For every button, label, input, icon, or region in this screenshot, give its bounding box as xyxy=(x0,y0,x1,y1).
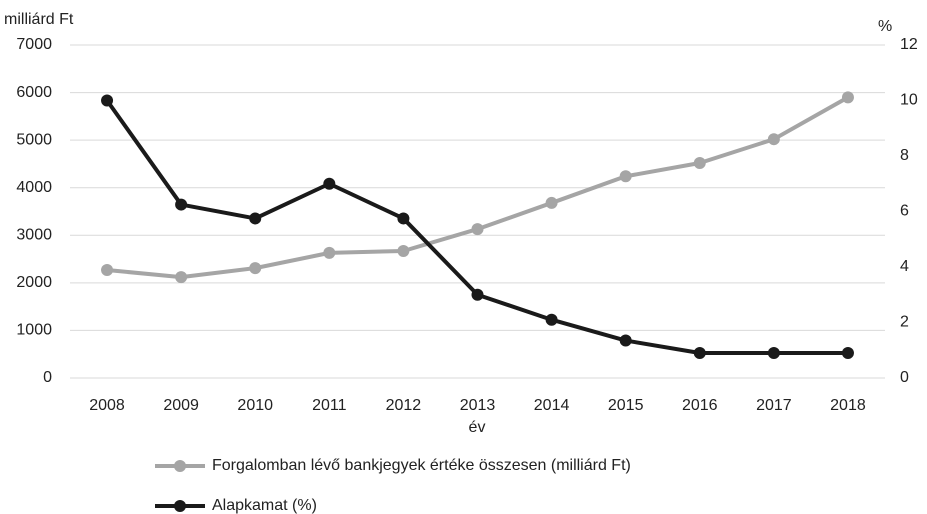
y-tick-label: 6000 xyxy=(16,84,52,101)
y2-tick-label: 12 xyxy=(900,36,918,53)
y-axis-label: milliárd Ft xyxy=(4,11,74,28)
y-tick-label: 4000 xyxy=(16,179,52,196)
y2-tick-label: 4 xyxy=(900,258,909,275)
x-tick-label: 2013 xyxy=(460,397,496,414)
y-tick-label: 2000 xyxy=(16,274,52,291)
x-tick-label: 2010 xyxy=(237,397,273,414)
point xyxy=(323,246,336,259)
x-tick-label: 2015 xyxy=(608,397,644,414)
point xyxy=(693,347,706,360)
point xyxy=(767,347,780,360)
y2-tick-label: 6 xyxy=(900,203,909,220)
x-tick-label: 2011 xyxy=(312,397,347,414)
x-axis-label: év xyxy=(469,419,486,436)
y-tick-label: 7000 xyxy=(16,36,52,53)
y-tick-label: 5000 xyxy=(16,131,52,148)
y-tick-label: 3000 xyxy=(16,227,52,244)
x-tick-label: 2018 xyxy=(830,397,866,414)
y2-tick-label: 2 xyxy=(900,314,909,331)
y2-tick-label: 10 xyxy=(900,92,918,109)
point xyxy=(175,198,188,211)
point xyxy=(693,156,706,169)
point xyxy=(101,264,114,277)
point xyxy=(545,196,558,209)
point xyxy=(397,212,410,225)
point xyxy=(619,170,632,183)
point xyxy=(323,177,336,190)
point xyxy=(841,91,854,104)
x-tick-label: 2012 xyxy=(386,397,422,414)
point xyxy=(397,244,410,257)
point xyxy=(841,347,854,360)
y2-axis-label: % xyxy=(878,18,892,35)
point xyxy=(767,133,780,146)
y2-tick-label: 8 xyxy=(900,147,909,164)
point xyxy=(545,313,558,326)
x-tick-label: 2017 xyxy=(756,397,792,414)
legend-label: Alapkamat (%) xyxy=(212,497,317,514)
point xyxy=(175,271,188,284)
y2-tick-label: 0 xyxy=(900,369,909,386)
x-tick-label: 2016 xyxy=(682,397,718,414)
legend-label: Forgalomban lévő bankjegyek értéke össze… xyxy=(212,457,631,474)
point xyxy=(249,212,262,225)
x-tick-label: 2014 xyxy=(534,397,570,414)
x-tick-label: 2009 xyxy=(163,397,199,414)
legend-marker xyxy=(174,500,186,512)
x-tick-label: 2008 xyxy=(89,397,125,414)
point xyxy=(249,262,262,275)
y-tick-label: 1000 xyxy=(16,322,52,339)
point xyxy=(101,94,114,107)
point xyxy=(619,334,632,347)
point xyxy=(471,288,484,301)
y-tick-label: 0 xyxy=(43,369,52,386)
point xyxy=(471,223,484,236)
legend-marker xyxy=(174,460,186,472)
